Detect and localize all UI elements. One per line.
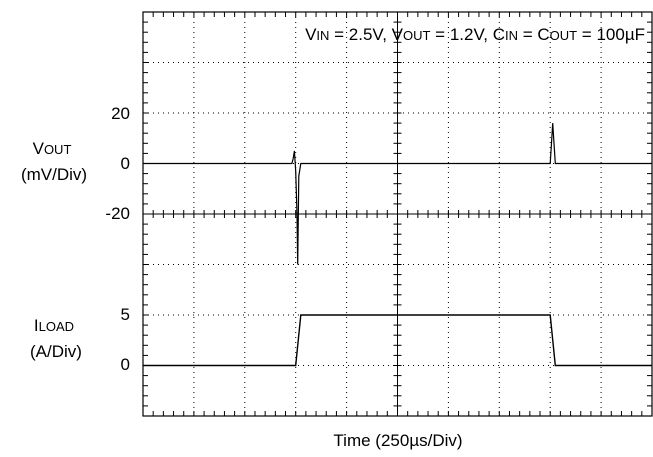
iload-tick-5: 5	[121, 305, 130, 324]
vout-tick-neg20: -20	[105, 204, 130, 223]
iload-tick-0: 0	[121, 355, 130, 374]
vout-trace	[143, 123, 652, 265]
vout-tick-0: 0	[121, 154, 130, 173]
iload-channel-label: ILOAD	[34, 316, 74, 335]
vout-tick-20: 20	[111, 104, 130, 123]
vout-channel-unit: (mV/Div)	[21, 165, 87, 184]
traces	[143, 123, 652, 367]
graticule	[142, 11, 653, 417]
plot-frame	[142, 11, 653, 417]
iload-trace	[143, 314, 652, 367]
vout-channel-label: VOUT	[33, 139, 72, 158]
x-axis-label: Time (250µs/Div)	[333, 431, 462, 450]
conditions-annotation: VIN = 2.5V, VOUT = 1.2V, CIN = COUT = 10…	[305, 25, 645, 44]
iload-channel-unit: (A/Div)	[30, 342, 82, 361]
